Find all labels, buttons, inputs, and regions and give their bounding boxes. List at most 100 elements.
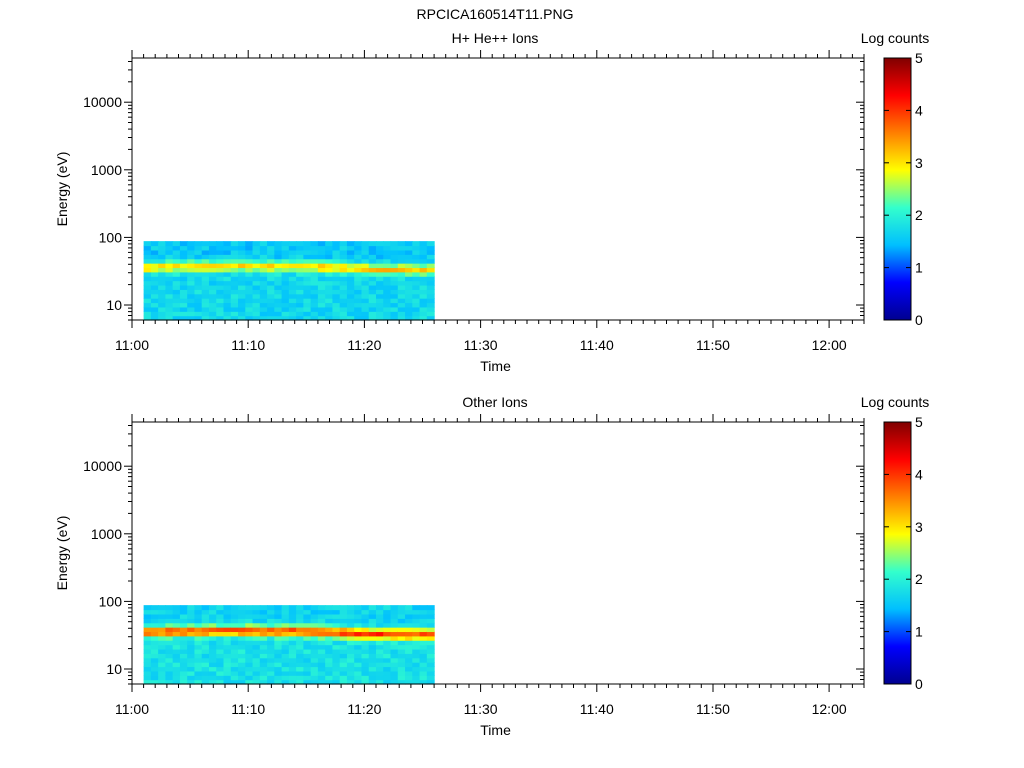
heatmap-cell (332, 627, 341, 633)
heatmap-cell (361, 662, 370, 668)
heatmap-cell (281, 271, 290, 277)
heatmap-cell (165, 311, 174, 317)
heatmap-cell (245, 276, 254, 282)
heatmap-cell (238, 618, 246, 624)
heatmap-cell (310, 254, 319, 260)
heatmap-cell (346, 631, 355, 637)
spectrogram-panel-h-he: H+ He++ Ions Log counts 10 100 1000 10000 En… (54, 30, 929, 374)
heatmap-cell (187, 302, 196, 308)
heatmap-cell (150, 245, 159, 251)
heatmap-cell (252, 679, 261, 685)
heatmap-cell (194, 644, 203, 650)
heatmap-cell (187, 276, 196, 282)
heatmap-cell (165, 258, 174, 264)
heatmap-cell (187, 640, 196, 646)
heatmap-cell (426, 306, 435, 312)
heatmap-cell (383, 302, 392, 308)
heatmap-cell (361, 644, 370, 650)
heatmap-cell (317, 631, 326, 637)
heatmap-cell (296, 640, 304, 646)
heatmap-cell (179, 657, 188, 663)
heatmap-cell (397, 618, 406, 624)
heatmap-cell (245, 670, 254, 676)
heatmap-cell (259, 648, 268, 654)
heatmap-cell (390, 666, 399, 672)
heatmap-cell (310, 653, 319, 659)
heatmap-cell (267, 613, 275, 619)
heatmap-cell (208, 609, 217, 615)
heatmap-cell (397, 267, 406, 273)
heatmap-cell (361, 679, 370, 685)
heatmap-cell (274, 618, 283, 624)
heatmap-cell (201, 640, 210, 646)
heatmap-cell (172, 241, 181, 247)
heatmap-cell (390, 311, 399, 317)
heatmap-cell (368, 675, 377, 681)
heatmap-cell (179, 289, 188, 295)
heatmap-cell (412, 648, 421, 654)
heatmap-cell (194, 648, 203, 654)
heatmap-cell (361, 675, 370, 681)
heatmap-cell (267, 644, 275, 650)
heatmap-cell (412, 605, 421, 611)
heatmap-cell (158, 622, 166, 628)
heatmap-cell (158, 666, 166, 672)
heatmap-cell (143, 263, 152, 269)
heatmap-cell (426, 311, 435, 317)
heatmap-cell (325, 640, 334, 646)
heatmap-cell (296, 311, 304, 317)
heatmap-cell (390, 254, 399, 260)
heatmap-cell (179, 653, 188, 659)
heatmap-cell (208, 263, 217, 269)
heatmap-cell (165, 315, 174, 321)
heatmap-cell (238, 267, 246, 273)
heatmap-cell (405, 635, 413, 641)
heatmap-cell (245, 280, 254, 286)
heatmap-cell (208, 679, 217, 685)
heatmap-cell (383, 254, 392, 260)
heatmap-cell (274, 254, 283, 260)
heatmap-cell (172, 657, 181, 663)
heatmap-cell (419, 293, 428, 299)
heatmap-cell (274, 640, 283, 646)
heatmap-cell (339, 311, 348, 317)
heatmap-cell (238, 315, 246, 321)
heatmap-cell (383, 298, 392, 304)
colorbar-tick-label: 0 (915, 676, 923, 692)
heatmap-cell (346, 298, 355, 304)
heatmap-cell (405, 653, 413, 659)
heatmap-cell (252, 657, 261, 663)
heatmap-cell (245, 679, 254, 685)
heatmap-cell (325, 311, 334, 317)
heatmap-cell (296, 293, 304, 299)
heatmap-cell (332, 267, 341, 273)
colorbar (883, 57, 912, 321)
heatmap-cell (281, 276, 290, 282)
heatmap-cell (179, 666, 188, 672)
heatmap-cell (238, 657, 246, 663)
heatmap-cell (208, 653, 217, 659)
heatmap-cell (296, 675, 304, 681)
heatmap-cell (165, 276, 174, 282)
heatmap-cell (158, 635, 166, 641)
heatmap-cell (303, 605, 312, 611)
heatmap-cell (143, 284, 152, 290)
heatmap-cell (346, 675, 355, 681)
heatmap-cell (223, 241, 232, 247)
heatmap-cell (310, 271, 319, 277)
heatmap-cell (332, 648, 341, 654)
heatmap-cell (303, 657, 312, 663)
heatmap-cell (390, 635, 399, 641)
heatmap-cell (230, 613, 239, 619)
heatmap-cell (368, 280, 377, 286)
heatmap-cell (194, 640, 203, 646)
heatmap-cell (325, 631, 334, 637)
heatmap-cell (150, 648, 159, 654)
heatmap-cell (419, 271, 428, 277)
heatmap-cell (368, 311, 377, 317)
heatmap-cell (150, 280, 159, 286)
heatmap-cell (354, 254, 363, 260)
heatmap-cell (245, 657, 254, 663)
heatmap-cell (325, 258, 334, 264)
x-tick-label: 11:20 (347, 701, 381, 717)
